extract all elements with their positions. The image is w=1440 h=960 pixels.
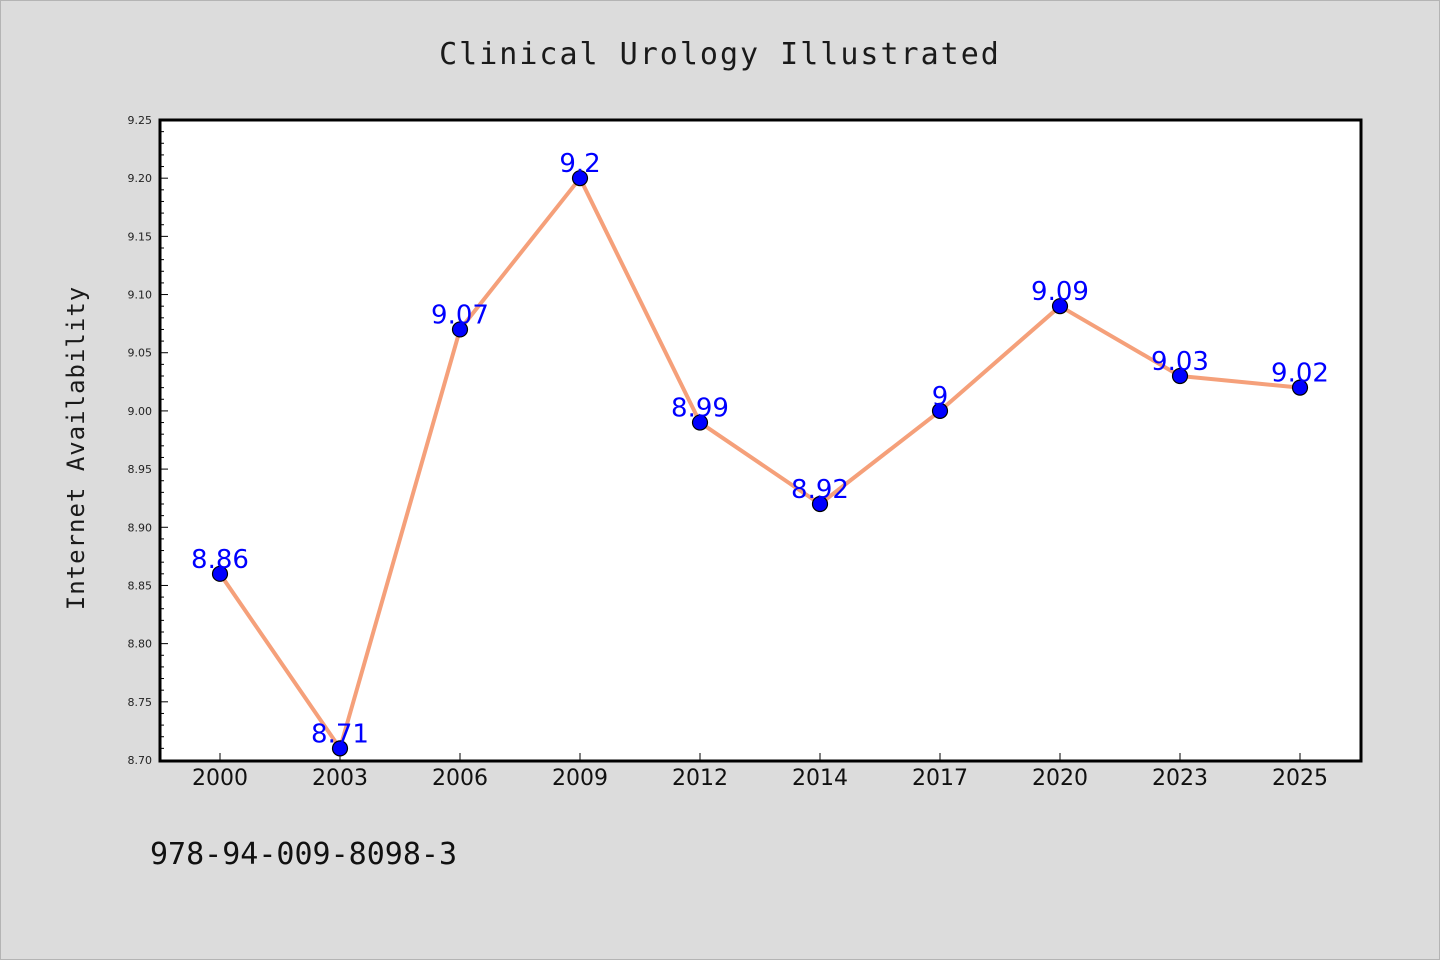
y-tick-label: 8.90 (128, 521, 153, 534)
data-label: 9.09 (1031, 277, 1089, 307)
data-point (451, 321, 469, 338)
data-label: 9.07 (431, 300, 489, 330)
y-tick-label: 9.10 (128, 289, 153, 302)
data-label: 8.71 (311, 719, 369, 749)
x-tick-label: 2000 (192, 766, 248, 791)
y-tick-label: 9.05 (128, 347, 153, 360)
x-tick-label: 2006 (432, 766, 488, 791)
data-point (691, 414, 709, 431)
data-point (931, 402, 949, 420)
data-point (1171, 367, 1189, 385)
data-point (1291, 379, 1309, 396)
data-point (331, 740, 349, 757)
series-layer (211, 170, 1309, 757)
y-tick-label: 9.00 (128, 405, 153, 418)
data-label: 9.2 (559, 149, 600, 179)
y-tick-label: 8.85 (128, 579, 153, 592)
data-label: 8.99 (671, 394, 729, 424)
data-label: 9.02 (1271, 359, 1329, 389)
y-tick-label: 8.95 (128, 463, 153, 476)
data-label-layer: 8.86 8.71 9.07 9.2 8.99 8.92 9 9.09 9.03 9.02 (191, 149, 1329, 749)
y-tick-label: 8.70 (128, 754, 153, 767)
x-tick-label: 2017 (912, 766, 968, 791)
data-label: 9.03 (1151, 347, 1209, 377)
x-axis: 2000 2003 2006 2009 2012 2014 2017 2020 2023 2025 (192, 753, 1328, 791)
x-tick-label: 2014 (792, 766, 848, 791)
y-tick-label: 9.25 (128, 114, 153, 127)
data-label: 8.86 (191, 545, 249, 575)
x-tick-label: 2023 (1152, 766, 1208, 791)
chart-title: Clinical Urology Illustrated (439, 37, 1001, 72)
data-point (811, 495, 829, 513)
x-tick-label: 2025 (1272, 766, 1328, 791)
data-label: 8.92 (791, 475, 849, 505)
data-point (211, 565, 229, 582)
data-point (1051, 298, 1069, 315)
x-tick-label: 2003 (312, 766, 368, 791)
series-line (218, 176, 1302, 751)
y-tick-label: 8.75 (128, 696, 153, 709)
x-tick-label: 2020 (1032, 766, 1088, 791)
x-tick-label: 2009 (552, 766, 608, 791)
data-label: 9 (932, 382, 949, 412)
y-tick-label: 9.15 (128, 230, 153, 243)
y-tick-label: 8.80 (128, 638, 153, 651)
data-point (571, 170, 589, 187)
y-tick-label: 9.20 (128, 172, 153, 185)
isbn-footer: 978-94-009-8098-3 (150, 837, 457, 872)
y-axis: 8.70 8.75 8.80 8.85 8.90 8.95 9.00 9.05 9.10 9.15… (128, 114, 168, 767)
x-tick-label: 2012 (672, 766, 728, 791)
y-axis-label: Internet Availability (62, 286, 90, 610)
plot-area (158, 118, 1363, 763)
